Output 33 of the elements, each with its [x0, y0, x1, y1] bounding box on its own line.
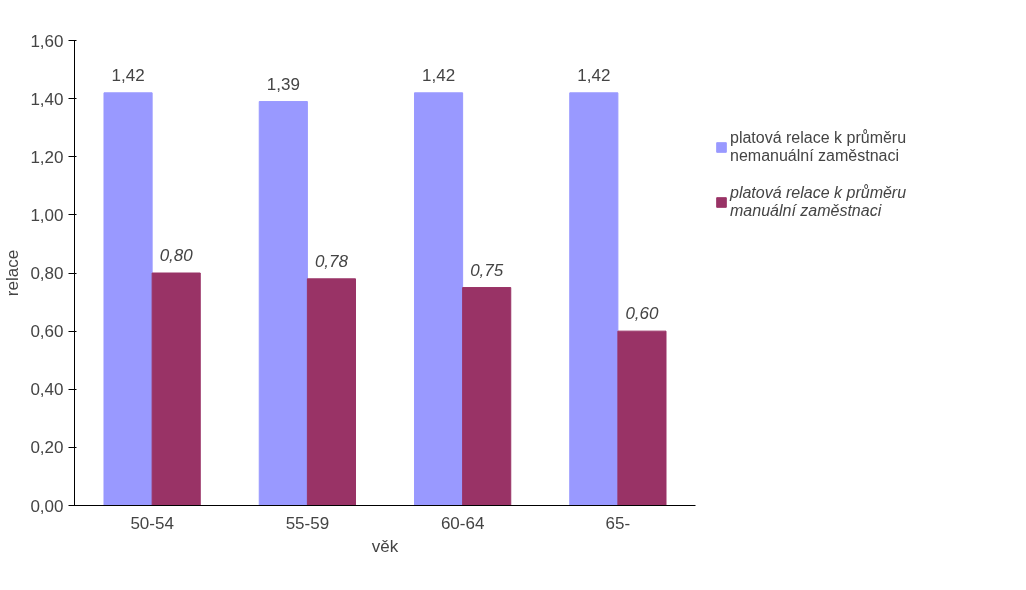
- x-tick-label: 65-: [605, 513, 631, 533]
- data-label: 0,75: [470, 260, 504, 280]
- bar: [414, 92, 464, 506]
- bar: [462, 287, 512, 506]
- y-tick-label: 0,40: [30, 380, 64, 400]
- y-tick-label: 0,00: [30, 496, 64, 516]
- y-tick-label: 0,20: [30, 438, 64, 458]
- x-tick-label: 60-64: [440, 513, 485, 533]
- bar: [306, 278, 356, 506]
- bar: [569, 92, 619, 506]
- bar: [258, 101, 308, 506]
- data-label: 0,78: [314, 251, 349, 271]
- data-label: 1,42: [577, 65, 611, 85]
- data-label: 1,39: [266, 74, 300, 94]
- y-tick-label: 0,80: [30, 264, 64, 283]
- data-label: 0,60: [625, 304, 660, 324]
- y-tick-label: 1,40: [30, 89, 64, 109]
- bar: [617, 330, 667, 506]
- legend-label: platová relace k průměru manuální zaměstnaci: [730, 184, 907, 220]
- bar: [151, 272, 201, 506]
- data-label: 0,80: [159, 246, 194, 265]
- data-label: 1,42: [422, 65, 456, 85]
- data-label: 1,42: [111, 65, 145, 85]
- bar: [103, 92, 153, 506]
- x-axis-title: věk: [371, 536, 399, 556]
- x-tick-label: 50-54: [130, 513, 174, 533]
- y-tick-label: 1,20: [30, 147, 64, 167]
- y-axis-title: relace: [3, 249, 23, 297]
- legend-label: platová relace k průměru nemanuální zaměstnaci: [730, 129, 907, 165]
- y-tick-label: 0,60: [30, 322, 64, 342]
- y-tick-label: 1,60: [30, 31, 64, 51]
- y-tick-label: 1,00: [30, 205, 64, 225]
- x-tick-label: 55-59: [285, 513, 330, 533]
